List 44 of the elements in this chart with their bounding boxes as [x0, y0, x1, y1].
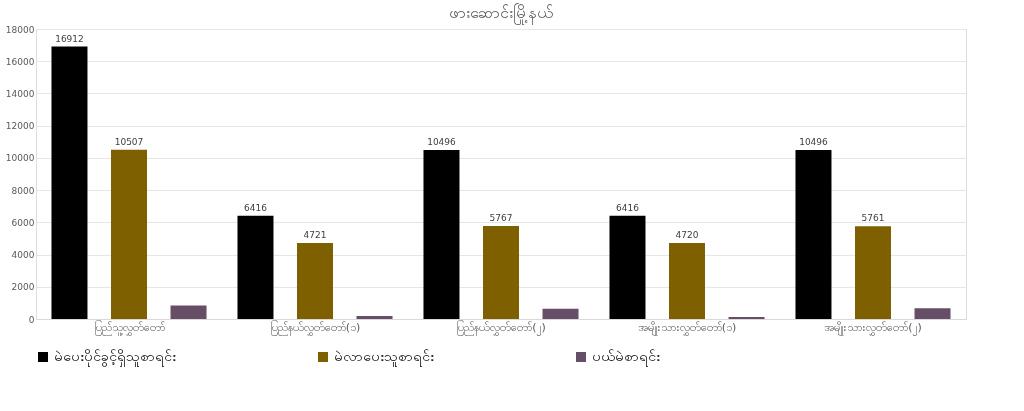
bar	[297, 242, 333, 319]
x-tick-label: ပြည်နယ်လွှတ်တော်(၁)	[269, 319, 361, 336]
y-tick-label: 0	[28, 314, 35, 325]
chart-title: ဖားဆောင်းမြို့နယ်	[449, 3, 553, 25]
x-tick-label: ပြည်နယ်လွှတ်တော်(၂)	[456, 319, 546, 336]
legend-label: မဲပေးပိုင်ခွင့်ရှိသူစာရင်း	[54, 348, 176, 367]
bar	[483, 226, 519, 319]
bar	[51, 46, 88, 319]
x-tick-label: အမျိုးသားလွှတ်တော်(၂)	[824, 320, 922, 336]
bar	[423, 149, 460, 319]
data-label: 16912	[55, 33, 84, 44]
data-label: 4721	[303, 229, 327, 240]
y-tick-label: 8000	[11, 185, 35, 196]
legend-label: ပယ်မဲစာရင်း	[592, 348, 660, 367]
bar	[237, 215, 274, 319]
x-tick-label: ပြည်သူ့လွှတ်တော်	[93, 319, 165, 336]
data-label: 10496	[427, 136, 457, 147]
bar	[669, 242, 705, 319]
bar	[170, 305, 207, 319]
bar	[855, 226, 891, 319]
data-label: 10496	[799, 136, 829, 147]
y-tick-label: 10000	[5, 153, 35, 164]
y-tick-label: 16000	[5, 56, 35, 67]
y-tick-label: 4000	[11, 250, 35, 261]
bar	[356, 315, 393, 319]
y-tick-label: 2000	[11, 282, 35, 293]
y-tick-label: 6000	[11, 217, 35, 228]
legend-label: မဲလာပေးသူစာရင်း	[334, 348, 434, 367]
y-tick-label: 14000	[5, 88, 35, 99]
y-tick-label: 12000	[5, 121, 35, 132]
data-label: 6416	[244, 202, 268, 213]
bar	[728, 316, 765, 319]
data-label: 5767	[489, 213, 513, 224]
bar	[542, 308, 579, 319]
bar	[914, 308, 951, 319]
bar	[795, 149, 832, 319]
bar	[609, 215, 646, 319]
x-tick-label: အမျိုးသားလွှတ်တော်(၁)	[637, 320, 737, 336]
bar	[111, 149, 147, 319]
data-label: 6416	[616, 202, 640, 213]
y-tick-label: 18000	[5, 24, 35, 35]
data-label: 5761	[861, 213, 885, 224]
data-label: 4720	[675, 229, 699, 240]
data-label: 10507	[114, 136, 144, 147]
